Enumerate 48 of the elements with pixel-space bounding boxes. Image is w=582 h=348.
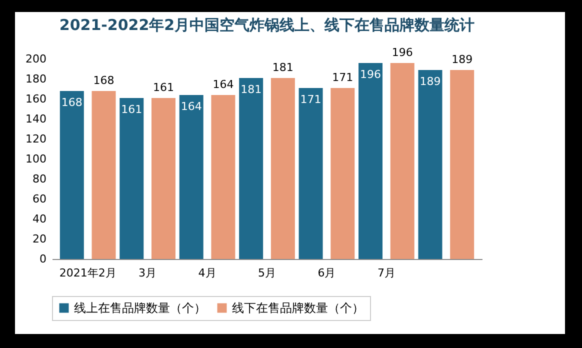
y-tick-label: 80 <box>32 172 46 186</box>
y-tick-label: 0 <box>40 252 46 266</box>
y-tick-label: 40 <box>32 212 46 226</box>
legend-label: 线上在售品牌数量（个） <box>74 301 206 315</box>
x-tick-label: 2021年2月 <box>59 266 116 280</box>
data-label: 181 <box>240 83 262 96</box>
data-label: 196 <box>360 68 382 81</box>
bar <box>211 95 236 259</box>
data-label: 164 <box>212 78 234 91</box>
bar <box>120 98 144 259</box>
x-tick-label: 4月 <box>198 266 216 280</box>
data-label: 189 <box>420 75 441 88</box>
bar <box>450 70 474 259</box>
bar <box>179 95 204 259</box>
y-tick-label: 200 <box>26 52 46 66</box>
x-tick-label: 7月 <box>377 266 396 280</box>
data-label: 161 <box>121 103 142 116</box>
data-label: 161 <box>152 81 174 94</box>
bar <box>270 78 295 259</box>
bar <box>330 88 355 259</box>
data-label: 168 <box>61 96 82 109</box>
y-tick-label: 20 <box>32 232 46 246</box>
bar <box>92 91 116 259</box>
x-tick-label: 6月 <box>318 266 336 280</box>
data-label: 168 <box>93 74 114 87</box>
y-tick-label: 140 <box>26 112 46 126</box>
x-tick-label: 5月 <box>258 266 276 280</box>
bar <box>239 78 264 259</box>
chart-title: 2021-2022年2月中国空气炸锅线上、线下在售品牌数量统计 <box>59 16 475 34</box>
bar <box>390 63 414 259</box>
y-tick-label: 120 <box>26 132 46 146</box>
bar <box>60 91 84 259</box>
bar <box>151 98 176 259</box>
bar <box>418 70 442 259</box>
data-label: 164 <box>180 100 202 113</box>
y-tick-label: 60 <box>32 192 46 206</box>
y-tick-label: 180 <box>26 72 46 86</box>
data-label: 171 <box>300 93 322 106</box>
legend-label: 线下在售品牌数量（个） <box>232 301 364 315</box>
data-label: 196 <box>392 46 413 59</box>
data-label: 181 <box>272 61 294 74</box>
bar <box>298 88 323 259</box>
y-tick-label: 160 <box>26 92 46 106</box>
bar <box>358 63 383 259</box>
x-tick-label: 3月 <box>138 266 157 280</box>
data-label: 189 <box>452 53 473 66</box>
y-tick-label: 100 <box>26 152 46 166</box>
data-label: 171 <box>332 71 354 84</box>
